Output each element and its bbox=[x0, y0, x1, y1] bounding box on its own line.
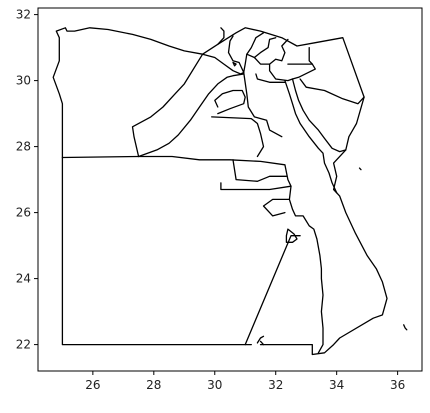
fayoum-border bbox=[214, 89, 246, 115]
giza-east-line bbox=[243, 71, 283, 138]
delta-west-inner bbox=[217, 27, 225, 45]
north-sinai-south bbox=[299, 78, 365, 105]
giza-west-line bbox=[137, 73, 245, 158]
north-delta-4 bbox=[253, 38, 289, 65]
x-tick-label: 36 bbox=[390, 378, 405, 392]
x-tick-label: 30 bbox=[207, 378, 222, 392]
map-frame bbox=[37, 7, 423, 372]
y-tick-label: 32 bbox=[16, 8, 31, 22]
y-tick-label: 24 bbox=[16, 272, 31, 286]
aswan-lake-tip bbox=[259, 340, 265, 346]
new-valley-aswan-line bbox=[244, 235, 301, 346]
red-sea-island bbox=[256, 335, 265, 344]
y-tick-label: 28 bbox=[16, 140, 31, 154]
x-tick-label: 26 bbox=[85, 378, 100, 392]
beni-suef-minya-line bbox=[211, 116, 265, 158]
y-tick-label: 22 bbox=[16, 338, 31, 352]
sinai-west-coast bbox=[291, 78, 347, 153]
gulf-of-suez-shore bbox=[284, 79, 338, 194]
small-island-east bbox=[403, 324, 408, 331]
north-delta-3 bbox=[246, 37, 277, 59]
outer-border-west-south bbox=[52, 27, 388, 356]
boundary-layer bbox=[52, 27, 408, 356]
x-tick-label: 28 bbox=[146, 378, 161, 392]
north-delta-1 bbox=[227, 35, 245, 74]
alexandria-beheira-line bbox=[201, 53, 245, 75]
alexandria-lake bbox=[232, 61, 237, 67]
sinai-vertical bbox=[308, 46, 313, 65]
y-tick-label: 26 bbox=[16, 206, 31, 220]
matruh-south bbox=[61, 155, 324, 354]
cairo-suez-line bbox=[255, 73, 286, 83]
sinai-coast-islet bbox=[358, 167, 362, 171]
red-sea-west-line bbox=[262, 198, 291, 217]
x-tick-label: 32 bbox=[268, 378, 283, 392]
ismailia-sinai-line bbox=[287, 63, 316, 80]
y-tick-label: 30 bbox=[16, 74, 31, 88]
x-tick-label: 34 bbox=[329, 378, 344, 392]
axis-ticks: 26 28 30 32 34 36 22 24 26 28 30 32 bbox=[16, 8, 406, 392]
north-delta-2 bbox=[243, 32, 265, 74]
sharqia-ismailia-line bbox=[268, 63, 294, 82]
matruh-east bbox=[131, 53, 204, 158]
luxor-aswan-line bbox=[285, 228, 298, 243]
assiut-sohag-line bbox=[232, 159, 288, 182]
qena-block bbox=[220, 182, 292, 191]
